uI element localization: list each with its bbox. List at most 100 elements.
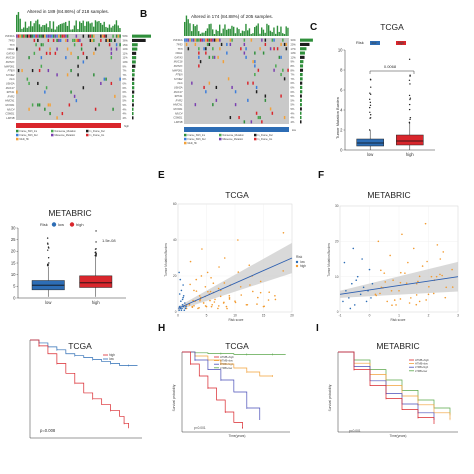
B-mutation-cell [269, 47, 272, 51]
B-mutation-cell [229, 116, 232, 120]
F-point-high [439, 258, 442, 260]
B-mutation-cell [271, 111, 274, 115]
A-gene-label: MUC4 [7, 107, 15, 111]
tcga-km-pvalue: p=0.008 [40, 428, 56, 433]
A-gene-pct: 5% [123, 103, 127, 107]
E-point-high [217, 307, 219, 310]
D-ytick-label: 20 [11, 249, 16, 254]
B-legend-swatch [184, 137, 187, 141]
A-gene-pct: 6% [123, 82, 127, 86]
C-outlier [409, 74, 411, 76]
B-gene-bar [300, 51, 305, 55]
E-point-high [206, 271, 209, 274]
B-legend-swatch [254, 133, 257, 137]
B-tmb-bar [268, 25, 270, 36]
A-mutation-cell [94, 47, 97, 51]
B-tmb-bar [254, 27, 256, 36]
A-mutation-cell [23, 34, 25, 38]
A-legend-label: In_Frame_Ins [90, 134, 106, 137]
oncoplot-high-risk: Altered in 189 (84.86%) of 218 samples. … [4, 9, 151, 141]
oncoplot-a-title: Altered in 189 (84.86%) of 218 samples. [27, 9, 109, 14]
A-gene-bar [132, 34, 151, 38]
B-mutation-cell [217, 55, 219, 59]
B-mutation-cell [259, 116, 261, 120]
B-mutation-cell [282, 68, 284, 72]
metabric-scatter-ylabel: Tumor Mutation Burden [327, 243, 331, 277]
E-point-high [223, 282, 226, 284]
E-point-high [249, 284, 251, 286]
A-mutation-cell [98, 43, 100, 47]
E-point-high [268, 291, 271, 294]
B-mutation-cell [283, 42, 286, 46]
C-outlier [369, 114, 372, 116]
B-gene-label: GATA3 [174, 55, 183, 59]
B-mutation-cell [198, 55, 200, 59]
A-legend-swatch [86, 129, 89, 133]
B-mutation-cell [201, 38, 204, 42]
H-km-curve [182, 351, 286, 355]
C-xtick-label: low [367, 152, 374, 157]
F-point-low [361, 258, 363, 260]
C-outlier [408, 94, 411, 97]
B-mutation-cell [287, 68, 289, 72]
E-point-high [213, 301, 216, 303]
A-mutation-cell [89, 38, 92, 42]
A-tmb-bar [68, 20, 70, 32]
A-tmb-bar [114, 24, 116, 32]
F-point-low [371, 282, 374, 285]
B-mutation-cell [255, 111, 258, 115]
B-gene-pct: 8% [291, 68, 295, 72]
tcga-box-title: TCGA [380, 22, 404, 32]
F-point-low [370, 297, 372, 299]
B-mutation-cell [219, 47, 221, 51]
A-mutation-cell [119, 43, 121, 47]
E-point-high [210, 277, 212, 279]
E-point-high [198, 306, 200, 309]
D-outlier [47, 263, 49, 266]
F-point-high [427, 293, 430, 296]
A-mutation-cell [65, 38, 67, 42]
A-tmb-bar [73, 25, 76, 32]
A-mutation-cell [59, 38, 62, 42]
F-point-high [436, 244, 439, 246]
B-tmb-bar [282, 33, 284, 36]
B-gene-pct: 34% [291, 38, 297, 42]
E-ytick-label: 0 [175, 310, 177, 314]
A-tmb-bar [117, 25, 119, 32]
A-tmb-bar [72, 29, 74, 32]
A-mutation-cell [70, 51, 72, 55]
F-point-low [368, 268, 371, 271]
B-gene-label: RYR2 [176, 98, 183, 102]
A-mutation-cell [26, 77, 29, 81]
F-point-low [348, 297, 350, 299]
A-gene-bar [132, 103, 134, 107]
A-mutation-cell [73, 94, 76, 98]
B-gene-bar [300, 103, 302, 107]
B-gene-label: MUC4 [175, 111, 183, 115]
A-mutation-cell [49, 34, 51, 38]
B-mutation-cell [275, 64, 277, 68]
A-gene-label: FLG [9, 77, 14, 81]
A-tmb-bar [33, 23, 35, 32]
A-gene-bar [132, 69, 135, 73]
E-point-high [234, 301, 237, 304]
H-legend-label: HTMB+high [220, 355, 234, 359]
A-mutation-cell [91, 34, 93, 38]
A-gene-bar [132, 94, 134, 98]
B-gene-pct: 5% [291, 98, 295, 102]
A-mutation-cell [49, 112, 51, 116]
B-mutation-cell [222, 60, 225, 64]
B-mutation-cell [206, 42, 209, 46]
A-tmb-bar [59, 24, 62, 32]
A-gene-label: PIK3CA [5, 34, 14, 38]
F-point-high [380, 269, 382, 272]
F-xtick-label: 2 [428, 314, 430, 318]
B-gene-label: MUC16 [174, 60, 183, 64]
A-mutation-cell [105, 38, 107, 42]
A-tmb-bar [35, 20, 37, 32]
C-ytick-label: 0 [340, 147, 343, 152]
A-mutation-cell [16, 47, 18, 51]
B-tmb-bar [269, 30, 272, 36]
E-ytick-label: 40 [173, 238, 177, 242]
metabric-scatter: METABRIC R = 0.12, p = 1.5e-08 Tumor Mut… [327, 190, 459, 322]
